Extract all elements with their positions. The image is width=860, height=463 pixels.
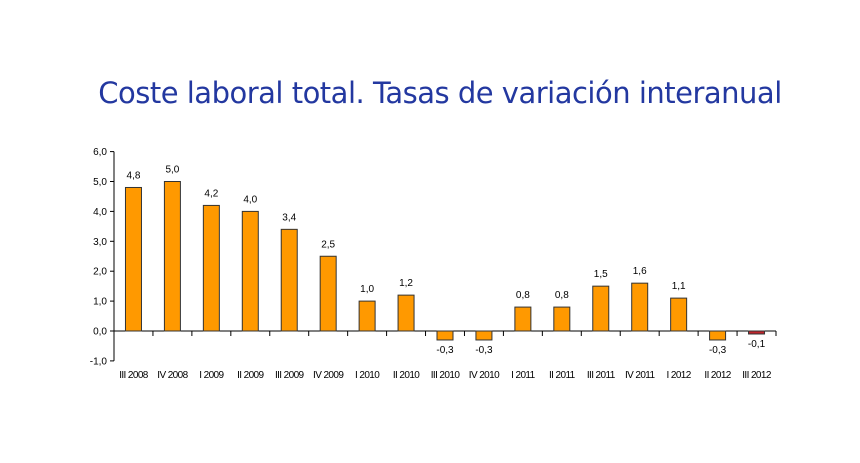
bar	[553, 306, 571, 332]
x-tick-label: IV 2010	[469, 370, 500, 381]
bar	[202, 204, 220, 332]
x-tick-label: I 2012	[667, 370, 692, 381]
data-label: 5,0	[165, 165, 179, 176]
y-tick-label: 4,0	[93, 207, 107, 218]
x-tick-label: III 2010	[431, 370, 461, 381]
y-tick-label: 6,0	[93, 147, 107, 158]
x-tick-label: III 2011	[587, 370, 616, 381]
x-tick-label: II 2012	[704, 370, 731, 381]
data-label: 2,5	[321, 239, 335, 250]
bar	[592, 285, 610, 332]
data-label: 1,1	[672, 281, 686, 292]
x-tick-label: III 2012	[742, 370, 772, 381]
data-label: 3,4	[282, 212, 296, 223]
x-tick-label: III 2009	[275, 370, 305, 381]
x-tick-label: I 2009	[199, 370, 224, 381]
bar	[163, 181, 181, 332]
bar	[631, 282, 649, 332]
y-tick-label: -1,0	[90, 356, 108, 367]
data-label: 4,0	[243, 194, 257, 205]
bar	[748, 330, 766, 335]
x-tick-label: I 2010	[355, 370, 380, 381]
data-label: -0,3	[709, 345, 727, 356]
x-tick-label: II 2011	[549, 370, 576, 381]
data-label: 0,8	[555, 290, 569, 301]
bar	[124, 186, 142, 332]
bar	[475, 330, 493, 341]
data-label: 0,8	[516, 290, 530, 301]
y-tick-label: 1,0	[93, 297, 107, 308]
data-label: -0,1	[748, 339, 766, 350]
x-tick-label: IV 2009	[313, 370, 344, 381]
x-tick-label: II 2009	[237, 370, 264, 381]
data-label: 4,8	[127, 170, 141, 181]
y-tick-label: 2,0	[93, 267, 107, 278]
bar	[514, 306, 532, 332]
bar	[358, 300, 376, 332]
x-tick-label: III 2008	[119, 370, 149, 381]
bar	[670, 297, 688, 332]
data-label: 1,6	[633, 266, 647, 277]
data-label: 1,0	[360, 284, 374, 295]
data-label: 1,2	[399, 278, 413, 289]
data-label: -0,3	[436, 345, 454, 356]
chart-title: Coste laboral total. Tasas de variación …	[98, 76, 782, 110]
y-tick-label: 5,0	[93, 177, 107, 188]
bar	[241, 210, 259, 332]
bar	[319, 255, 337, 332]
data-label: 4,2	[204, 188, 218, 199]
y-tick-label: 3,0	[93, 237, 107, 248]
x-tick-label: IV 2008	[157, 370, 188, 381]
x-tick-label: II 2010	[393, 370, 420, 381]
y-tick-label: 0,0	[93, 327, 107, 338]
bar	[436, 330, 454, 341]
x-tick-label: IV 2011	[625, 370, 656, 381]
data-label: -0,3	[475, 345, 493, 356]
data-label: 1,5	[594, 269, 608, 280]
bar	[397, 294, 415, 332]
bar	[280, 228, 298, 332]
x-tick-label: I 2011	[511, 370, 535, 381]
bar	[709, 330, 727, 341]
